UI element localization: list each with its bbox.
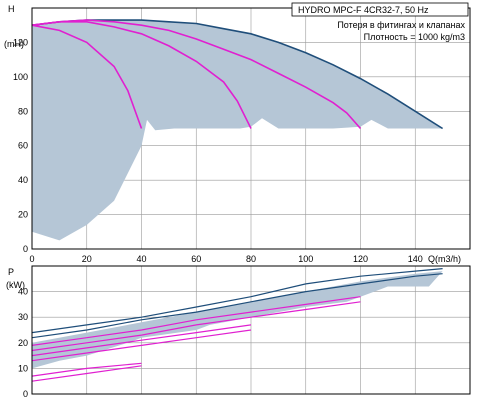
power-stage-curve-7 xyxy=(31,301,361,352)
header-note: Потеря в фитингах и клапанах xyxy=(337,20,465,30)
header-model: HYDRO MPC-F 4CR32-7, 50 Hz xyxy=(298,5,429,15)
power-max-curve-1 xyxy=(31,273,443,339)
head-ytick-label: 120 xyxy=(13,37,28,47)
head-stage-curve-1 xyxy=(31,24,143,129)
power-ytick-label: 10 xyxy=(18,363,28,373)
bottom-yunit: (kW) xyxy=(6,280,25,290)
power-plot-frame xyxy=(31,265,471,395)
power-stage-curve-2 xyxy=(31,362,142,377)
head-xtick-label: 20 xyxy=(82,254,92,264)
power-ytick-label: 40 xyxy=(18,287,28,297)
power-stage-curve-6 xyxy=(31,296,361,346)
header-density: Плотность = 1000 kg/m3 xyxy=(364,32,465,42)
power-stage-curve-3 xyxy=(31,365,142,382)
head-stage-curve-3 xyxy=(31,19,362,130)
power-stage-curve-5 xyxy=(31,329,252,362)
power-ytick-label: 0 xyxy=(23,389,28,399)
head-xtick-label: 40 xyxy=(136,254,146,264)
top-xlabel: Q(m3/h) xyxy=(428,254,461,264)
power-stage-curve-4 xyxy=(31,324,252,357)
head-xtick-label: 120 xyxy=(353,254,368,264)
head-ytick-label: 20 xyxy=(18,210,28,220)
head-ytick-label: 80 xyxy=(18,106,28,116)
head-xtick-label: 0 xyxy=(29,254,34,264)
top-yunit: (mH) xyxy=(4,39,24,49)
head-operating-region xyxy=(32,20,443,241)
head-max-curve-0 xyxy=(31,19,444,130)
head-stage-curve-2 xyxy=(31,21,252,129)
top-ylabel: H xyxy=(8,4,15,14)
head-xtick-label: 140 xyxy=(408,254,423,264)
header-box xyxy=(291,2,469,17)
power-ytick-label: 30 xyxy=(18,312,28,322)
head-ytick-label: 40 xyxy=(18,175,28,185)
power-max-curve-0 xyxy=(31,268,443,334)
head-ytick-label: 100 xyxy=(13,72,28,82)
head-xtick-label: 80 xyxy=(246,254,256,264)
power-operating-region xyxy=(32,271,443,369)
bottom-ylabel: P xyxy=(8,267,14,277)
head-xtick-label: 100 xyxy=(298,254,313,264)
power-ytick-label: 20 xyxy=(18,338,28,348)
head-plot-frame xyxy=(31,7,471,250)
head-xtick-label: 60 xyxy=(191,254,201,264)
head-ytick-label: 60 xyxy=(18,141,28,151)
head-ytick-label: 0 xyxy=(23,244,28,254)
